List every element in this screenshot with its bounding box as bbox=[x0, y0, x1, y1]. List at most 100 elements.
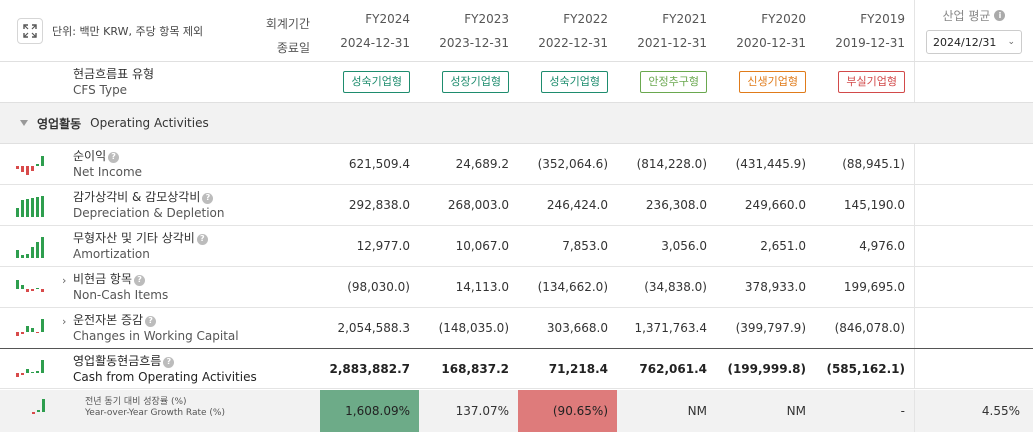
badge-cell: 안정추구형 bbox=[617, 62, 716, 102]
value-cell: (98,030.0) bbox=[347, 280, 410, 294]
value-cell: 4,976.0 bbox=[859, 239, 905, 253]
end-date-label: 종료일 bbox=[276, 41, 310, 55]
table-row-non-cash-items[interactable]: › 비현금 항목? Non-Cash Items (98,030.0) 14,1… bbox=[0, 267, 1033, 308]
mini-bar-chart-icon bbox=[16, 360, 44, 377]
help-icon[interactable]: ? bbox=[202, 192, 214, 204]
growth-value-cell: 1,608.09% bbox=[320, 390, 419, 432]
table-row-depreciation: 감가상각비 & 감모상각비? Depreciation & Depletion … bbox=[0, 185, 1033, 226]
industry-avg-cell bbox=[914, 349, 1033, 388]
badge-cell: 성숙기업형 bbox=[320, 62, 419, 102]
industry-avg-label: 산업 평균 bbox=[942, 9, 991, 23]
value-cell: 268,003.0 bbox=[447, 198, 509, 212]
row-label: 영업활동현금흐름? Cash from Operating Activities bbox=[73, 353, 257, 385]
growth-value-cell: NM bbox=[617, 390, 716, 432]
growth-value-cell: - bbox=[815, 390, 914, 432]
table-row-amortization: 무형자산 및 기타 상각비? Amortization 12,977.0 10,… bbox=[0, 226, 1033, 267]
table-row-net-income: 순이익? Net Income 621,509.4 24,689.2 (352,… bbox=[0, 144, 1033, 185]
badge-cell: 성숙기업형 bbox=[518, 62, 617, 102]
mini-bar-chart-icon bbox=[16, 196, 44, 217]
mini-bar-chart-icon bbox=[16, 237, 44, 258]
row-label-cell: 전년 동기 대비 성장률 (%) Year-over-Year Growth R… bbox=[0, 390, 320, 432]
row-label: 감가상각비 & 감모상각비? Depreciation & Depletion bbox=[73, 189, 225, 221]
cfs-type-badge: 성장기업형 bbox=[442, 71, 509, 93]
cfs-type-badge: 안정추구형 bbox=[640, 71, 707, 93]
industry-avg-cell bbox=[914, 308, 1033, 348]
table-row-yoy-growth: 전년 동기 대비 성장률 (%) Year-over-Year Growth R… bbox=[0, 390, 1033, 432]
mini-bar-chart-icon bbox=[32, 399, 45, 414]
help-icon[interactable]: ? bbox=[145, 315, 157, 327]
row-label-cell: 무형자산 및 기타 상각비? Amortization bbox=[0, 226, 320, 266]
industry-avg-cell bbox=[914, 185, 1033, 225]
section-operating-activities[interactable]: 영업활동 Operating Activities bbox=[0, 103, 1033, 144]
label-ko: 무형자산 및 기타 상각비? bbox=[73, 230, 208, 246]
value-cell: 199,695.0 bbox=[843, 280, 905, 294]
section-label: 영업활동 Operating Activities bbox=[20, 115, 209, 132]
fy-label: FY2021 bbox=[662, 11, 707, 26]
mini-bar-chart-icon bbox=[16, 280, 44, 292]
value-cell: 168,837.2 bbox=[441, 361, 509, 376]
fy-label: FY2024 bbox=[365, 11, 410, 26]
row-label: 비현금 항목? Non-Cash Items bbox=[73, 271, 168, 303]
industry-avg-date-select[interactable]: 2024/12/31 ⌄ bbox=[926, 30, 1022, 54]
help-icon[interactable]: ? bbox=[108, 151, 120, 163]
value-cell: (148,035.0) bbox=[438, 321, 509, 335]
info-icon[interactable]: i bbox=[994, 10, 1006, 21]
label-ko: 감가상각비 & 감모상각비? bbox=[73, 189, 225, 205]
value-cell: (585,162.1) bbox=[826, 361, 905, 376]
fy-label: FY2020 bbox=[761, 11, 806, 26]
expand-button[interactable] bbox=[17, 18, 43, 44]
value-cell: 762,061.4 bbox=[639, 361, 707, 376]
value-cell: (88,945.1) bbox=[842, 157, 905, 171]
cfs-type-badge: 신생기업형 bbox=[739, 71, 806, 93]
table-row-working-capital[interactable]: › 운전자본 증감? Changes in Working Capital 2,… bbox=[0, 308, 1033, 349]
value-cell: (34,838.0) bbox=[644, 280, 707, 294]
label-ko: 현금흐름표 유형 bbox=[73, 67, 155, 81]
row-label-cell: 현금흐름표 유형 CFS Type bbox=[0, 62, 320, 102]
column-header-fy2024: FY2024 2024-12-31 bbox=[320, 0, 419, 61]
label-en: Depreciation & Depletion bbox=[73, 206, 225, 220]
help-icon[interactable]: ? bbox=[196, 233, 208, 245]
industry-avg-cell bbox=[914, 62, 1033, 102]
label-en: Changes in Working Capital bbox=[73, 329, 239, 343]
table-row-operating-cash-flow: 영업활동현금흐름? Cash from Operating Activities… bbox=[0, 348, 1033, 389]
mini-bar-chart-icon bbox=[16, 319, 44, 336]
value-cell: 236,308.0 bbox=[645, 198, 707, 212]
value-cell: 303,668.0 bbox=[546, 321, 608, 335]
column-header-fy2019: FY2019 2019-12-31 bbox=[815, 0, 914, 61]
label-ko: 운전자본 증감? bbox=[73, 312, 239, 328]
cfs-type-badge: 부실기업형 bbox=[838, 71, 905, 93]
column-header-fy2021: FY2021 2021-12-31 bbox=[617, 0, 716, 61]
value-cell: 10,067.0 bbox=[455, 239, 509, 253]
value-cell: 7,853.0 bbox=[562, 239, 608, 253]
table-header: 단위: 백만 KRW, 주당 항목 제외 회계기간 종료일 FY2024 202… bbox=[0, 0, 1033, 62]
value-cell: 378,933.0 bbox=[744, 280, 806, 294]
fy-date: 2024-12-31 bbox=[340, 35, 410, 50]
fy-date: 2019-12-31 bbox=[835, 35, 905, 50]
value-cell: (399,797.9) bbox=[735, 321, 806, 335]
growth-value-cell: 137.07% bbox=[419, 390, 518, 432]
row-label-cell: › 비현금 항목? Non-Cash Items bbox=[0, 267, 320, 307]
fy-date: 2023-12-31 bbox=[439, 35, 509, 50]
period-label: 회계기간 bbox=[265, 17, 310, 31]
value-cell: 12,977.0 bbox=[356, 239, 410, 253]
unit-note: 단위: 백만 KRW, 주당 항목 제외 bbox=[52, 25, 204, 38]
help-icon[interactable]: ? bbox=[134, 274, 146, 286]
value-cell: (846,078.0) bbox=[834, 321, 905, 335]
industry-avg-cell: 4.55% bbox=[914, 390, 1033, 432]
help-icon[interactable]: ? bbox=[163, 356, 175, 368]
fy-date: 2020-12-31 bbox=[736, 35, 806, 50]
growth-value-cell: (90.65%) bbox=[518, 390, 617, 432]
industry-avg-cell bbox=[914, 144, 1033, 184]
fy-label: FY2019 bbox=[860, 11, 905, 26]
chevron-right-icon[interactable]: › bbox=[62, 315, 67, 328]
row-label: 현금흐름표 유형 CFS Type bbox=[73, 66, 154, 98]
value-cell: 246,424.0 bbox=[546, 198, 608, 212]
chevron-right-icon[interactable]: › bbox=[62, 274, 67, 287]
fy-label: FY2022 bbox=[563, 11, 608, 26]
value-cell: 1,371,763.4 bbox=[634, 321, 707, 335]
label-ko: 비현금 항목? bbox=[73, 271, 168, 287]
section-label-ko: 영업활동 bbox=[37, 116, 82, 131]
label-en: CFS Type bbox=[73, 83, 128, 97]
industry-avg-cell bbox=[914, 267, 1033, 307]
